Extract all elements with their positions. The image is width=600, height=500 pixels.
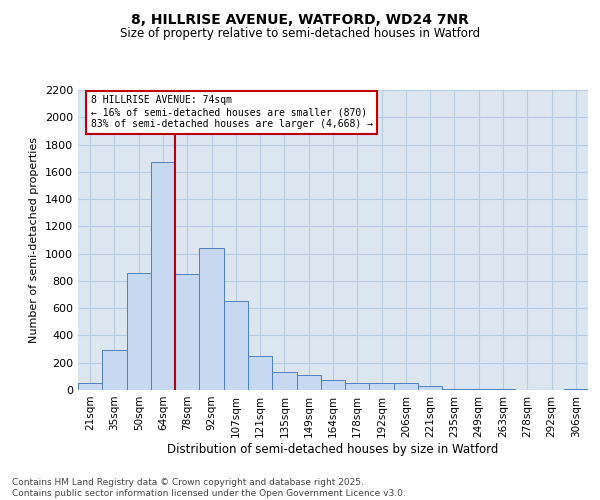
Bar <box>345 382 370 390</box>
Y-axis label: Number of semi-detached properties: Number of semi-detached properties <box>29 137 40 343</box>
Bar <box>370 382 394 390</box>
Bar <box>418 386 442 390</box>
Bar <box>248 356 272 390</box>
Bar <box>224 302 248 390</box>
Bar <box>321 380 345 390</box>
Bar <box>127 272 151 390</box>
Bar <box>296 375 321 390</box>
Text: Size of property relative to semi-detached houses in Watford: Size of property relative to semi-detach… <box>120 28 480 40</box>
Text: Contains HM Land Registry data © Crown copyright and database right 2025.
Contai: Contains HM Land Registry data © Crown c… <box>12 478 406 498</box>
Bar <box>394 382 418 390</box>
Text: Distribution of semi-detached houses by size in Watford: Distribution of semi-detached houses by … <box>167 442 499 456</box>
Bar <box>199 248 224 390</box>
Text: 8, HILLRISE AVENUE, WATFORD, WD24 7NR: 8, HILLRISE AVENUE, WATFORD, WD24 7NR <box>131 12 469 26</box>
Bar <box>78 383 102 390</box>
Text: 8 HILLRISE AVENUE: 74sqm
← 16% of semi-detached houses are smaller (870)
83% of : 8 HILLRISE AVENUE: 74sqm ← 16% of semi-d… <box>91 96 373 128</box>
Bar <box>175 274 199 390</box>
Bar <box>272 372 296 390</box>
Bar <box>151 162 175 390</box>
Bar <box>102 350 127 390</box>
